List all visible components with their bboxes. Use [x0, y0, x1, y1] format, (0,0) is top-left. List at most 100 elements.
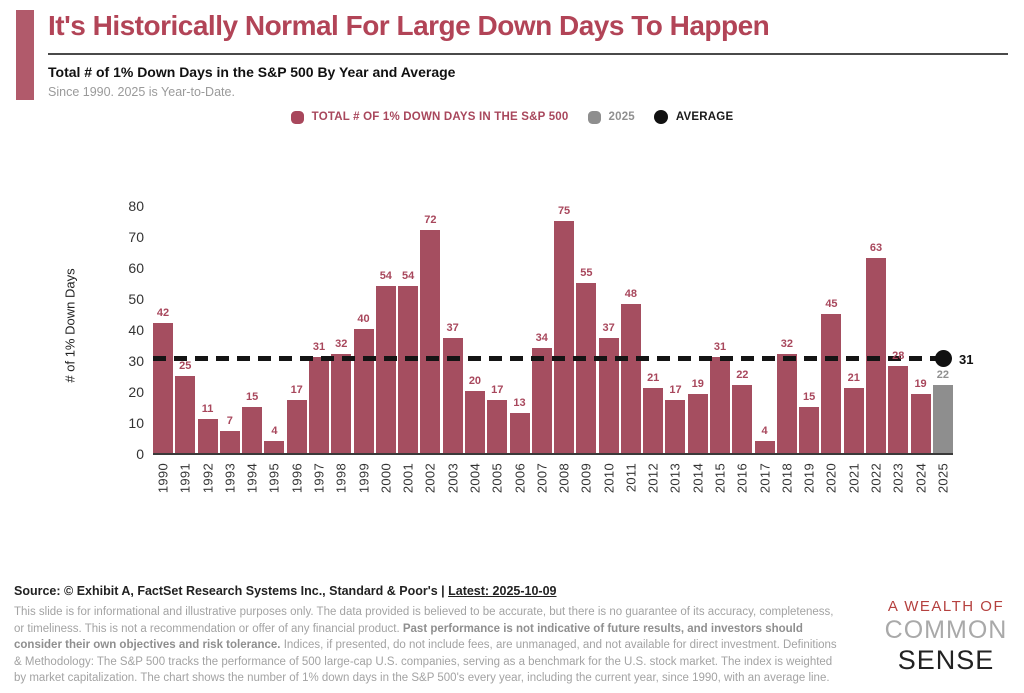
x-axis-tick-label: 2012: [645, 463, 661, 494]
bar-2016: [732, 384, 753, 453]
x-axis-tick-label: 2002: [422, 463, 438, 494]
bar-slot-2024: 19 2024: [910, 207, 931, 493]
bar-slot-2018: 32 2018: [776, 207, 797, 493]
bar-2022: [866, 257, 886, 453]
bar-1996: [286, 400, 307, 453]
bar-2007: [531, 347, 552, 453]
bar-value-label: 19: [691, 378, 704, 391]
bar-2013: [665, 400, 686, 453]
bar-1994: [242, 406, 263, 453]
bar-2008: [554, 220, 575, 453]
legend-label: 2025: [608, 111, 635, 123]
x-axis-tick-label: 2010: [601, 463, 617, 494]
bar-value-label: 48: [624, 288, 638, 301]
y-axis-tick-label: 50: [128, 291, 144, 307]
x-axis-tick-label: 2008: [556, 463, 572, 494]
bar-slot-2011: 48 2011: [620, 207, 641, 492]
y-axis-tick-label: 30: [128, 353, 144, 369]
chart-note: Since 1990. 2025 is Year-to-Date.: [48, 85, 235, 99]
bar-slot-1998: 32 1998: [331, 207, 352, 493]
bar-2023: [888, 366, 909, 453]
bar-1991: [175, 375, 196, 453]
bar-slot-2015: 31 2015: [710, 207, 731, 493]
bar-slot-1991: 25 1991: [175, 207, 196, 493]
gray-swatch-icon: [587, 110, 601, 124]
bar-value-label: 17: [290, 384, 303, 397]
bar-slot-1996: 17 1996: [286, 207, 307, 493]
bar-2005: [487, 400, 508, 453]
bar-value-label: 11: [201, 402, 214, 415]
bar-value-label: 31: [312, 340, 326, 353]
bar-value-label: 37: [446, 322, 459, 335]
bar-2025: [932, 384, 953, 453]
bar-2009: [576, 282, 597, 453]
disclaimer-bold: Past performance is not indicative of fu…: [14, 622, 803, 652]
bar-2000: [375, 285, 396, 453]
bar-value-label: 54: [379, 269, 392, 282]
x-axis-tick-label: 2011: [623, 463, 639, 493]
x-axis-tick-label: 1993: [222, 463, 238, 494]
bar-slot-1992: 11 1992: [197, 207, 218, 493]
bar-2024: [910, 394, 931, 453]
bar-value-label: 45: [825, 297, 838, 310]
source-text: Source: © Exhibit A, FactSet Research Sy…: [14, 584, 449, 598]
bar-slot-1993: 7 1993: [219, 207, 240, 493]
chart-subtitle: Total # of 1% Down Days in the S&P 500 B…: [48, 64, 456, 80]
bar-slot-2004: 20 2004: [464, 207, 485, 493]
bar-2020: [821, 313, 842, 453]
bar-slot-2012: 21 2012: [643, 207, 664, 493]
source-line: Source: © Exhibit A, FactSet Research Sy…: [14, 584, 557, 598]
bar-2004: [464, 391, 485, 453]
bar-value-label: 4: [761, 424, 768, 437]
average-line: [153, 356, 947, 362]
x-axis-tick-label: 2003: [445, 463, 461, 494]
bar-1998: [331, 353, 352, 453]
bar-slot-2020: 45 2020: [821, 207, 842, 493]
maroon-swatch-icon: [290, 110, 304, 124]
disclaimer-part1: This slide is for informational and illu…: [14, 606, 834, 635]
logo-line-1: A WEALTH OF: [887, 598, 1005, 615]
bar-value-label: 42: [156, 306, 170, 319]
bar-slot-2006: 13 2006: [509, 207, 530, 493]
bar-1993: [219, 431, 240, 453]
title-accent-bar: [16, 10, 34, 100]
bar-slot-2010: 37 2010: [598, 207, 619, 493]
latest-date-link[interactable]: Latest: 2025-10-09: [448, 584, 557, 598]
x-axis-tick-label: 2001: [400, 463, 416, 494]
bar-series: 42 1990 25 1991 11 1992 7 1993 15 1994 4 1995 17 1996…: [153, 205, 953, 493]
bar-slot-1999: 40 1999: [353, 207, 374, 493]
legend-label: AVERAGE: [675, 111, 734, 123]
bar-value-label: 31: [713, 340, 727, 353]
x-axis-tick-label: 2025: [935, 463, 951, 494]
bar-slot-2009: 55 2009: [576, 207, 597, 493]
bar-value-label: 15: [246, 390, 259, 403]
x-axis-tick-label: 2024: [913, 463, 929, 494]
bar-1995: [264, 440, 285, 453]
logo-line-2: COMMON: [884, 616, 1008, 644]
bar-value-label: 20: [468, 375, 482, 387]
bar-2014: [687, 394, 708, 453]
y-axis-tick-label: 0: [136, 446, 144, 462]
legend-label: TOTAL # OF 1% DOWN DAYS IN THE S&P 500: [311, 111, 569, 123]
bar-slot-1994: 15 1994: [242, 207, 263, 493]
bar-slot-2000: 54 2000: [375, 207, 396, 493]
bar-2010: [598, 338, 619, 453]
x-axis-tick-label: 1991: [177, 463, 193, 494]
bar-slot-2005: 17 2005: [487, 207, 508, 493]
bar-slot-2014: 19 2014: [687, 207, 708, 493]
x-axis-tick-label: 2018: [779, 463, 795, 494]
bar-slot-2022: 63 2022: [866, 207, 886, 493]
disclaimer-text: This slide is for informational and illu…: [14, 604, 846, 687]
bar-1999: [353, 329, 374, 453]
bar-2002: [420, 229, 441, 453]
x-axis-tick-label: 2016: [734, 463, 750, 494]
bar-2015: [710, 356, 731, 453]
bar-value-label: 4: [271, 424, 278, 437]
x-axis-tick-label: 1997: [311, 463, 327, 494]
bar-slot-2021: 21 2021: [843, 207, 864, 493]
bar-slot-2003: 37 2003: [442, 207, 463, 493]
x-axis-tick-label: 2006: [512, 463, 527, 494]
bar-slot-2008: 75 2008: [554, 205, 575, 493]
bar-1990: [153, 322, 173, 453]
